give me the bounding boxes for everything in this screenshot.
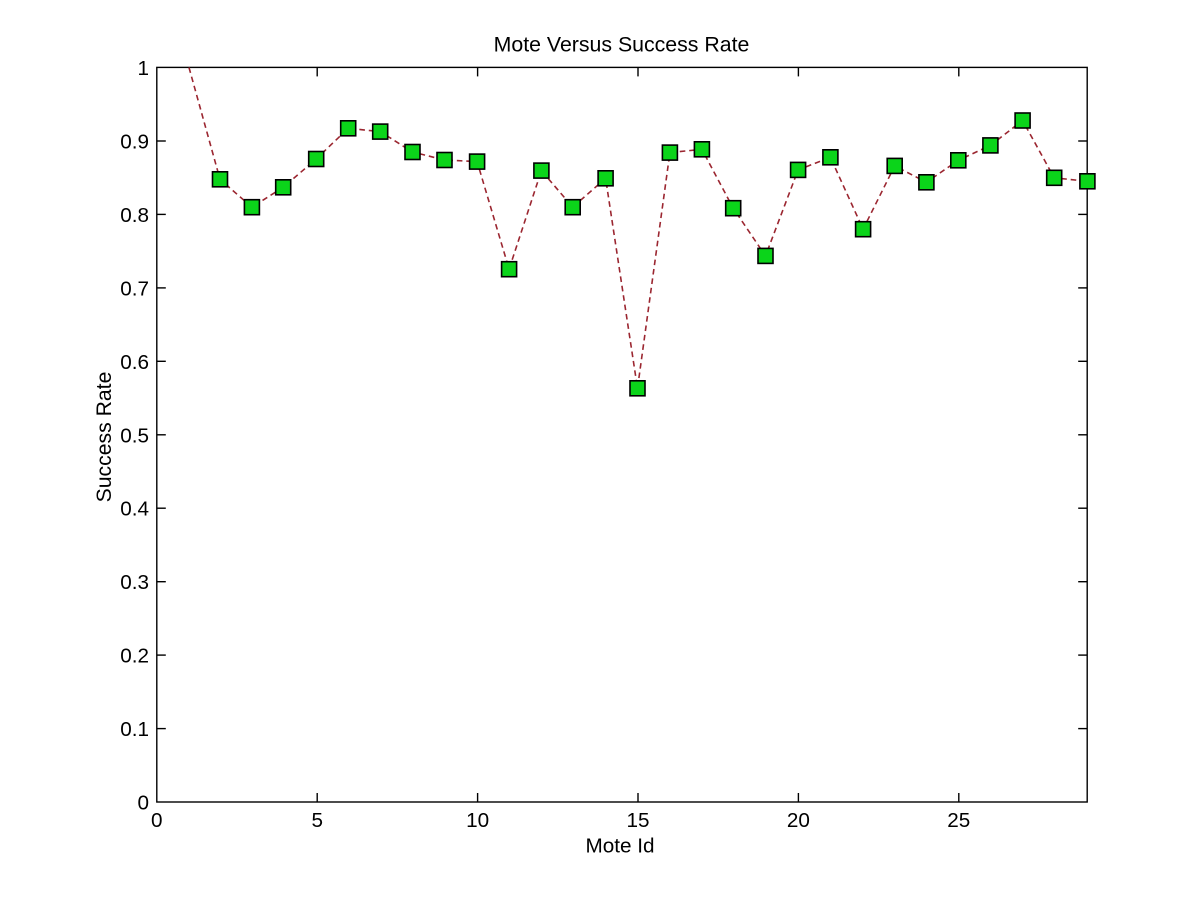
svg-text:5: 5: [311, 809, 323, 832]
svg-text:Success Rate: Success Rate: [93, 372, 116, 503]
svg-text:0.2: 0.2: [120, 645, 149, 668]
svg-text:0.6: 0.6: [120, 351, 149, 374]
svg-text:0.8: 0.8: [120, 204, 149, 227]
svg-text:1: 1: [137, 57, 149, 80]
svg-text:0.4: 0.4: [120, 498, 149, 521]
svg-text:0: 0: [151, 809, 163, 832]
svg-text:10: 10: [466, 809, 489, 832]
svg-text:15: 15: [626, 809, 649, 832]
svg-text:0: 0: [137, 792, 149, 815]
svg-text:0.5: 0.5: [120, 424, 149, 447]
svg-text:Mote Versus Success Rate: Mote Versus Success Rate: [494, 33, 750, 57]
svg-text:Mote Id: Mote Id: [586, 835, 655, 858]
svg-text:0.3: 0.3: [120, 571, 149, 594]
svg-text:0.7: 0.7: [120, 277, 149, 300]
svg-text:25: 25: [947, 809, 970, 832]
svg-text:0.9: 0.9: [120, 131, 149, 154]
svg-text:0.1: 0.1: [120, 718, 149, 741]
svg-text:20: 20: [787, 809, 810, 832]
